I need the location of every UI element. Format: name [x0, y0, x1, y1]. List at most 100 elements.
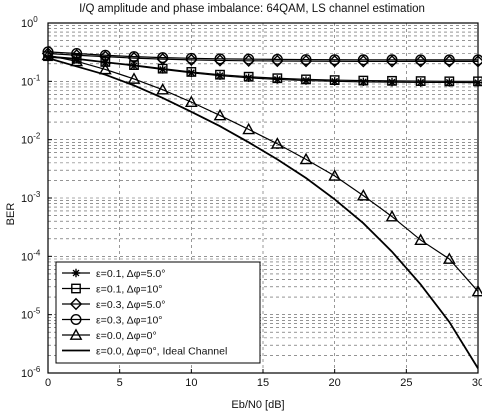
series-line — [47, 57, 479, 369]
legend-marker-diamond — [69, 297, 83, 311]
data-point-star — [445, 78, 454, 87]
data-point-triangle — [385, 209, 399, 222]
data-point-star — [301, 76, 311, 85]
legend-box — [55, 261, 261, 364]
data-point-triangle — [328, 169, 342, 181]
data-point-star — [330, 77, 339, 86]
data-point-square — [100, 57, 111, 67]
data-point-circle — [300, 54, 312, 66]
legend-marker-star — [71, 268, 81, 278]
data-point-triangle — [299, 152, 313, 165]
legend-entry: ε=0.3, Δφ=5.0° — [62, 297, 165, 311]
data-point-circle — [415, 54, 427, 66]
legend-entry: ε=0.0, Δφ=0° — [62, 328, 157, 342]
legend-entry: ε=0.1, Δφ=10° — [62, 284, 163, 296]
data-point-star — [359, 77, 368, 87]
data-point-circle — [128, 51, 140, 63]
y-tick-label: 10-4 — [21, 248, 41, 263]
data-point-circle — [157, 52, 169, 64]
legend-entry: ε=0.3, Δφ=10° — [62, 314, 163, 327]
data-point-square — [243, 71, 254, 82]
data-point-triangle — [98, 62, 112, 75]
y-tick-label: 10-5 — [21, 307, 41, 322]
data-point-star — [215, 71, 225, 80]
y-axis-label: BER — [5, 203, 17, 226]
data-point-star — [187, 68, 196, 78]
chart-title: I/Q amplitude and phase imbalance: 64QAM… — [79, 3, 425, 15]
x-tick-labels: 0 5 10 15 20 25 30 — [45, 369, 482, 389]
data-point-triangle — [213, 108, 227, 121]
y-tick-label: 10-1 — [21, 73, 41, 88]
legend-marker-triangle — [69, 328, 83, 340]
data-point-circle — [185, 52, 197, 64]
data-point-circle — [386, 54, 398, 66]
data-point-circle — [243, 53, 255, 65]
data-point-triangle — [242, 122, 256, 135]
x-tick-label: 10 — [185, 377, 197, 389]
series-1 — [43, 52, 482, 87]
data-point-star — [129, 61, 139, 70]
series-line — [47, 55, 478, 82]
y-tick-label: 10-2 — [21, 132, 41, 147]
legend-marker-circle — [70, 314, 82, 326]
series-layer — [41, 46, 482, 369]
data-point-triangle — [127, 72, 141, 84]
legend-label: ε=0.3, Δφ=10° — [96, 315, 163, 327]
legend-label: ε=0.0, Δφ=0° — [96, 330, 157, 342]
y-tick-label: 10-6 — [21, 365, 41, 380]
data-point-triangle — [156, 83, 170, 95]
data-point-circle — [443, 54, 455, 66]
series-line — [47, 52, 478, 62]
data-point-circle — [357, 54, 369, 66]
data-point-square — [415, 76, 426, 86]
data-point-square — [387, 75, 397, 86]
series-6 — [47, 57, 479, 369]
data-point-circle — [271, 53, 283, 65]
data-point-square — [301, 74, 311, 85]
data-point-triangle — [184, 95, 198, 108]
y-tick-label: 10-3 — [21, 190, 41, 205]
data-point-square — [272, 73, 283, 84]
data-point-square — [329, 75, 340, 85]
legend-label: ε=0.1, Δφ=10° — [96, 284, 163, 296]
data-point-circle — [99, 49, 111, 61]
data-point-triangle — [442, 252, 456, 264]
data-point-circle — [214, 53, 226, 65]
grid — [48, 23, 478, 373]
x-axis-label: Eb/N0 [dB] — [231, 399, 284, 411]
data-point-square — [215, 69, 225, 80]
data-point-triangle — [356, 188, 370, 201]
data-point-star — [273, 75, 282, 84]
y-tick-labels: 100 10-1 10-2 10-3 10-4 10-5 10-6 — [21, 15, 52, 380]
data-point-square — [71, 53, 82, 64]
legend-marker-square — [71, 283, 81, 294]
data-point-star — [158, 65, 167, 74]
series-line — [47, 56, 479, 84]
data-point-triangle — [270, 137, 284, 149]
legend-entry: ε=0.1, Δφ=5.0° — [62, 268, 165, 280]
data-point-star — [244, 73, 253, 82]
data-point-square — [186, 67, 197, 77]
legend-entry: ε=0.0, Δφ=0°, Ideal Channel — [62, 346, 227, 358]
legend-label: ε=0.3, Δφ=5.0° — [96, 299, 165, 311]
data-point-triangle — [414, 233, 428, 245]
x-tick-label: 25 — [400, 377, 412, 389]
x-tick-label: 0 — [45, 377, 51, 389]
legend-label: ε=0.1, Δφ=5.0° — [96, 268, 165, 280]
y-tick-label: 100 — [21, 15, 38, 30]
series-line — [47, 54, 479, 292]
x-tick-label: 30 — [472, 377, 482, 389]
x-tick-label: 5 — [117, 377, 123, 389]
series-line — [47, 51, 478, 61]
data-point-star — [387, 77, 397, 87]
data-point-star — [416, 78, 425, 87]
data-point-circle — [71, 48, 83, 60]
legend-label: ε=0.0, Δφ=0°, Ideal Channel — [96, 346, 227, 358]
legend: ε=0.1, Δφ=5.0° ε=0.1, Δφ=10° ε=0.3, Δφ=5.0… — [55, 261, 261, 364]
x-tick-label: 20 — [329, 377, 341, 389]
data-point-circle — [329, 54, 341, 66]
data-point-square — [444, 76, 455, 87]
data-point-square — [358, 75, 369, 86]
x-tick-label: 15 — [257, 377, 269, 389]
